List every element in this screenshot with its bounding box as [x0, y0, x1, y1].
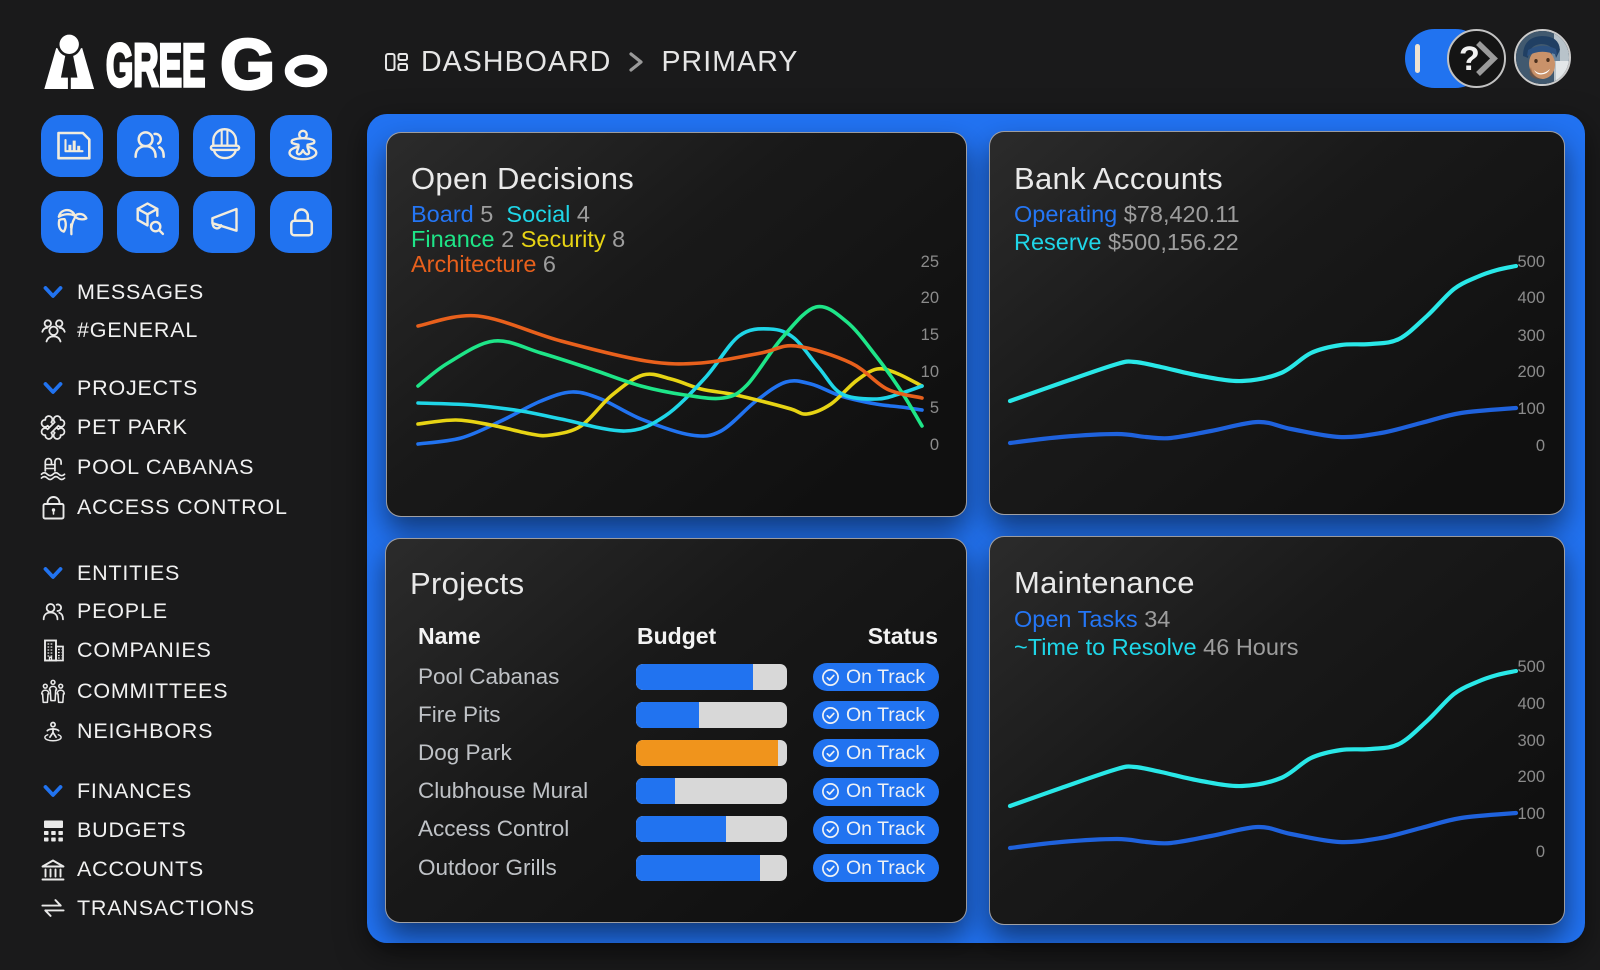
svg-text:0: 0 [1536, 843, 1545, 861]
svg-text:25: 25 [921, 253, 939, 271]
svg-text:400: 400 [1517, 289, 1545, 307]
svg-text:0: 0 [1536, 437, 1545, 455]
svg-text:100: 100 [1517, 805, 1545, 823]
svg-text:G: G [220, 28, 275, 94]
svg-text:300: 300 [1517, 327, 1545, 345]
svg-text:400: 400 [1517, 695, 1545, 713]
svg-text:500: 500 [1517, 253, 1545, 271]
svg-text:200: 200 [1517, 363, 1545, 381]
svg-text:?: ? [1459, 40, 1480, 78]
svg-text:5: 5 [930, 399, 939, 417]
svg-text:300: 300 [1517, 732, 1545, 750]
svg-text:100: 100 [1517, 400, 1545, 418]
svg-text:20: 20 [921, 289, 939, 307]
svg-text:0: 0 [930, 436, 939, 454]
svg-text:10: 10 [921, 363, 939, 381]
svg-text:500: 500 [1517, 658, 1545, 676]
svg-text:200: 200 [1517, 768, 1545, 786]
svg-text:GREE: GREE [106, 34, 205, 94]
svg-text:15: 15 [921, 326, 939, 344]
